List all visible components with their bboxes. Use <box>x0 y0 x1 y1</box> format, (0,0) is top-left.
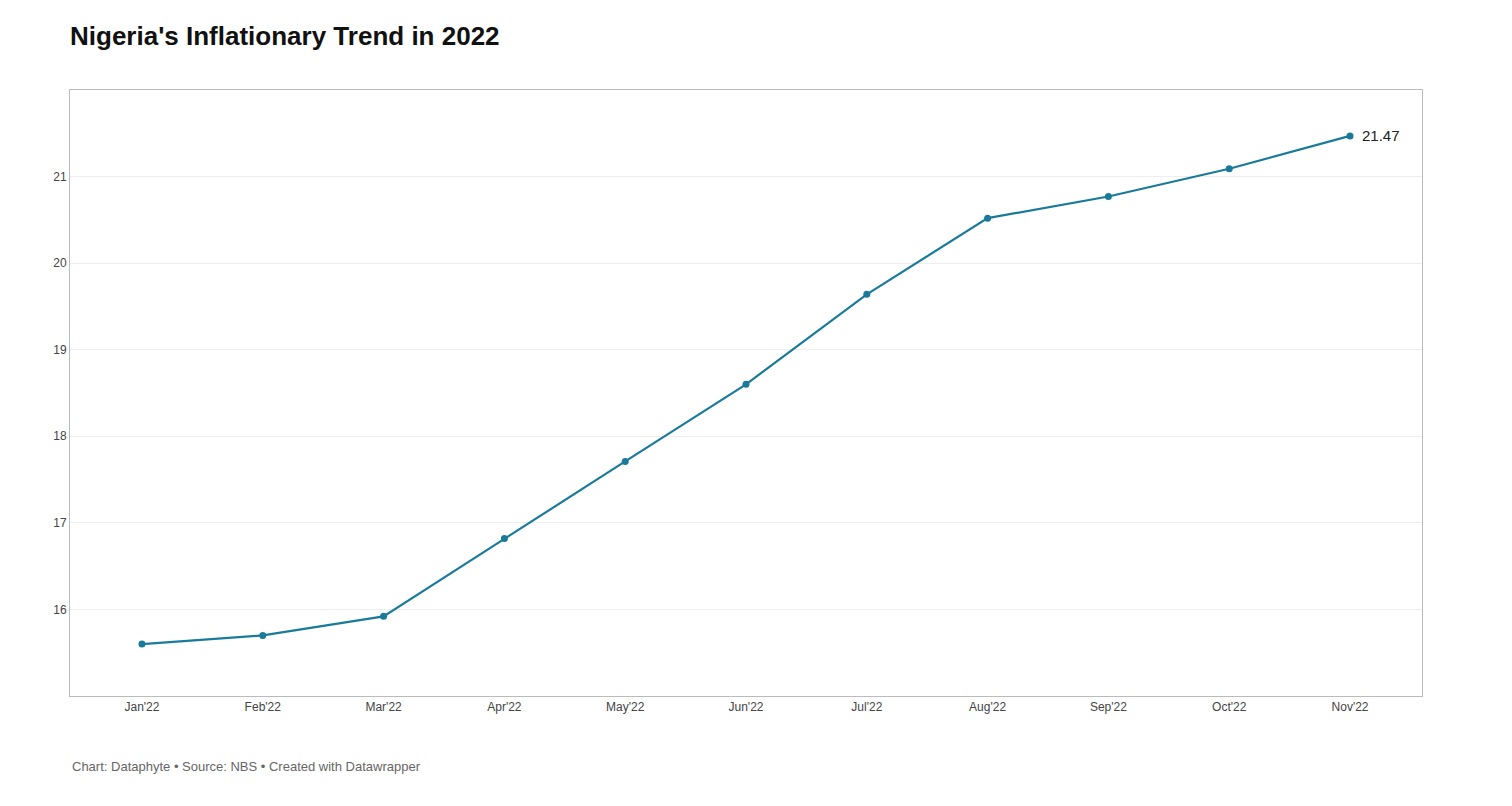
svg-text:Sep'22: Sep'22 <box>1090 700 1127 714</box>
svg-text:Feb'22: Feb'22 <box>245 700 282 714</box>
svg-text:Nigeria's Inflationary Trend i: Nigeria's Inflationary Trend in 2022 <box>70 21 500 51</box>
svg-text:17: 17 <box>53 516 67 530</box>
svg-text:Jul'22: Jul'22 <box>851 700 882 714</box>
svg-text:18: 18 <box>53 429 67 443</box>
svg-text:Aug'22: Aug'22 <box>969 700 1006 714</box>
svg-text:May'22: May'22 <box>606 700 645 714</box>
svg-text:Nov'22: Nov'22 <box>1332 700 1369 714</box>
svg-text:16: 16 <box>53 603 67 617</box>
svg-text:Apr'22: Apr'22 <box>487 700 522 714</box>
svg-text:21.47: 21.47 <box>1362 127 1400 144</box>
svg-text:Mar'22: Mar'22 <box>365 700 402 714</box>
svg-text:21: 21 <box>53 170 67 184</box>
svg-text:Jun'22: Jun'22 <box>729 700 764 714</box>
svg-text:19: 19 <box>53 343 67 357</box>
svg-text:20: 20 <box>53 256 67 270</box>
svg-text:Oct'22: Oct'22 <box>1212 700 1247 714</box>
svg-text:Chart: Dataphyte • Source: NBS: Chart: Dataphyte • Source: NBS • Created… <box>72 759 421 774</box>
svg-text:Jan'22: Jan'22 <box>124 700 159 714</box>
